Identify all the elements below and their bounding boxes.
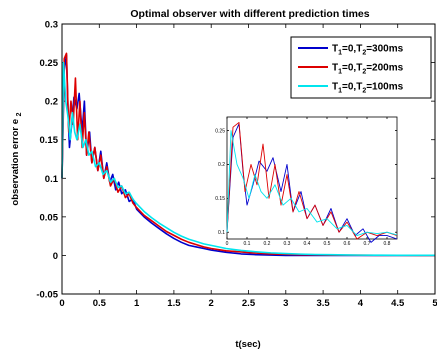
inset-chart: 0 0.1 0.2 0.3 0.4 0.5 0.6 0.7 0.80.10.150.20.25 — [215, 116, 398, 247]
y-tick-label: -0.05 — [36, 290, 58, 301]
x-tick-label: 2.5 — [242, 298, 256, 309]
y-tick-label: 0.05 — [40, 212, 59, 223]
legend-label-subscript: 1 — [338, 69, 342, 76]
legend-label-subscript: 1 — [338, 88, 342, 95]
main-plot-lines — [61, 52, 435, 257]
x-tick-label: 1.5 — [167, 298, 181, 309]
legend-label-part: =0,T — [342, 82, 362, 93]
x-axis-label: t(sec) — [235, 339, 260, 350]
inset-y-tick-label: 0.15 — [215, 196, 225, 202]
legend-label-subscript: 2 — [362, 50, 366, 57]
legend-label-part: T — [332, 82, 338, 93]
x-tick-label: 2 — [209, 298, 214, 309]
inset-series-line-2 — [226, 130, 398, 237]
inset-x-tick-label: 0.2 — [264, 241, 271, 247]
inset-x-tick-label: 0.7 — [364, 241, 371, 247]
inset-x-tick-label: 0.4 — [304, 241, 311, 247]
legend-label-subscript: 2 — [362, 88, 366, 95]
legend-label-part: T — [332, 44, 338, 55]
legend-label-subscript: 1 — [338, 50, 342, 57]
x-tick-label: 0 — [59, 298, 64, 309]
legend-entry: T1=0,T2=300ms — [298, 44, 404, 57]
inset-y-tick-label: 0.25 — [215, 128, 225, 134]
legend-label-part: =100ms — [366, 82, 403, 93]
x-tick-label: 3.5 — [316, 298, 330, 309]
chart-title: Optimal observer with different predicti… — [130, 8, 369, 20]
inset-x-tick-label: 0.6 — [344, 241, 351, 247]
y-axis-label-subscript: 2 — [16, 112, 23, 116]
inset-axis-ticks: 0 0.1 0.2 0.3 0.4 0.5 0.6 0.7 0.80.10.150.20.25 — [215, 117, 397, 247]
y-axis-label-main: observation error e — [10, 119, 21, 206]
y-tick-label: 0.15 — [40, 135, 59, 146]
y-tick-label: 0.25 — [40, 58, 59, 69]
y-tick-label: 0.2 — [45, 97, 58, 108]
y-tick-label: 0 — [53, 251, 58, 262]
legend-label-part: T — [332, 63, 338, 74]
legend-entry: T1=0,T2=200ms — [298, 63, 404, 76]
y-tick-label: 0.3 — [45, 20, 58, 31]
legend-label: T1=0,T2=200ms — [332, 63, 404, 76]
x-tick-label: 0.5 — [93, 298, 107, 309]
x-tick-label: 3 — [283, 298, 288, 309]
main-axes-box — [61, 23, 436, 295]
inset-y-tick-label: 0.1 — [218, 230, 225, 236]
inset-x-tick-label: 0.1 — [244, 241, 251, 247]
inset-x-tick-label: 0.5 — [324, 241, 331, 247]
x-tick-label: 4.5 — [391, 298, 405, 309]
legend-label-part: =0,T — [342, 44, 362, 55]
inset-y-tick-label: 0.2 — [218, 162, 225, 168]
legend-label: T1=0,T2=100ms — [332, 82, 404, 95]
inset-x-tick-label: 0 — [226, 241, 229, 247]
legend-label-subscript: 2 — [362, 69, 366, 76]
x-tick-label: 5 — [432, 298, 437, 309]
y-tick-label: 0.1 — [45, 174, 59, 185]
inset-x-tick-label: 0.3 — [284, 241, 291, 247]
series-line-2 — [61, 61, 435, 257]
inset-series-line-0 — [226, 123, 398, 243]
inset-x-tick-label: 0.8 — [384, 241, 391, 247]
legend-label-part: =0,T — [342, 63, 362, 74]
main-axis-ticks: 0 0.5 1 1.5 2 2.5 3 3.5 4 4.5 5-0.0500.050.10.150.… — [36, 20, 437, 310]
x-tick-label: 4 — [358, 298, 364, 309]
inset-plot-lines — [226, 121, 398, 243]
inset-axes-box — [226, 116, 398, 240]
legend-label-part: =300ms — [366, 44, 403, 55]
y-axis-label: observation error e 2 — [10, 112, 23, 205]
legend-entry: T1=0,T2=100ms — [298, 82, 404, 95]
inset-series-line-1 — [226, 121, 398, 240]
legend-label: T1=0,T2=300ms — [332, 44, 404, 57]
x-tick-label: 1 — [134, 298, 140, 309]
legend-label-part: =200ms — [366, 63, 403, 74]
